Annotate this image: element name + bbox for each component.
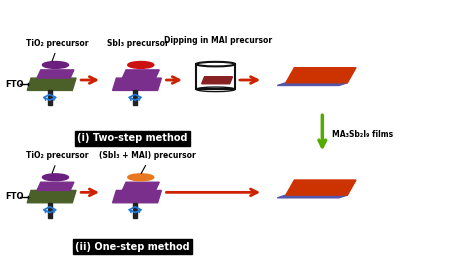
Ellipse shape: [43, 174, 68, 181]
Text: TiO₂ precursor: TiO₂ precursor: [26, 39, 88, 48]
Ellipse shape: [128, 61, 154, 68]
Text: (ii) One-step method: (ii) One-step method: [75, 242, 190, 252]
Polygon shape: [37, 70, 74, 78]
Polygon shape: [112, 190, 161, 203]
Text: TiO₂ precursor: TiO₂ precursor: [26, 151, 88, 160]
Polygon shape: [201, 77, 233, 84]
Text: (SbI₃ + MAI) precursor: (SbI₃ + MAI) precursor: [99, 151, 195, 160]
Text: Dipping in MAI precursor: Dipping in MAI precursor: [164, 36, 272, 45]
Polygon shape: [112, 78, 161, 90]
Text: FTO: FTO: [6, 192, 24, 201]
Polygon shape: [122, 70, 159, 78]
Polygon shape: [286, 68, 356, 83]
Polygon shape: [37, 182, 74, 190]
Bar: [133, 203, 137, 218]
Polygon shape: [122, 182, 159, 190]
Ellipse shape: [43, 61, 68, 68]
Text: (i) Two-step method: (i) Two-step method: [77, 133, 188, 143]
Text: MA₃Sb₂I₉ films: MA₃Sb₂I₉ films: [332, 130, 393, 139]
Bar: [48, 90, 52, 105]
Text: SbI₃ precursor: SbI₃ precursor: [107, 39, 168, 48]
Polygon shape: [277, 83, 347, 85]
Polygon shape: [27, 190, 76, 203]
Polygon shape: [277, 195, 347, 198]
Ellipse shape: [128, 174, 154, 181]
Ellipse shape: [196, 62, 235, 66]
Bar: [48, 203, 52, 218]
Polygon shape: [286, 180, 356, 195]
Polygon shape: [27, 78, 76, 90]
Bar: [196, 64, 235, 89]
Bar: [133, 90, 137, 105]
Text: FTO: FTO: [6, 80, 24, 89]
